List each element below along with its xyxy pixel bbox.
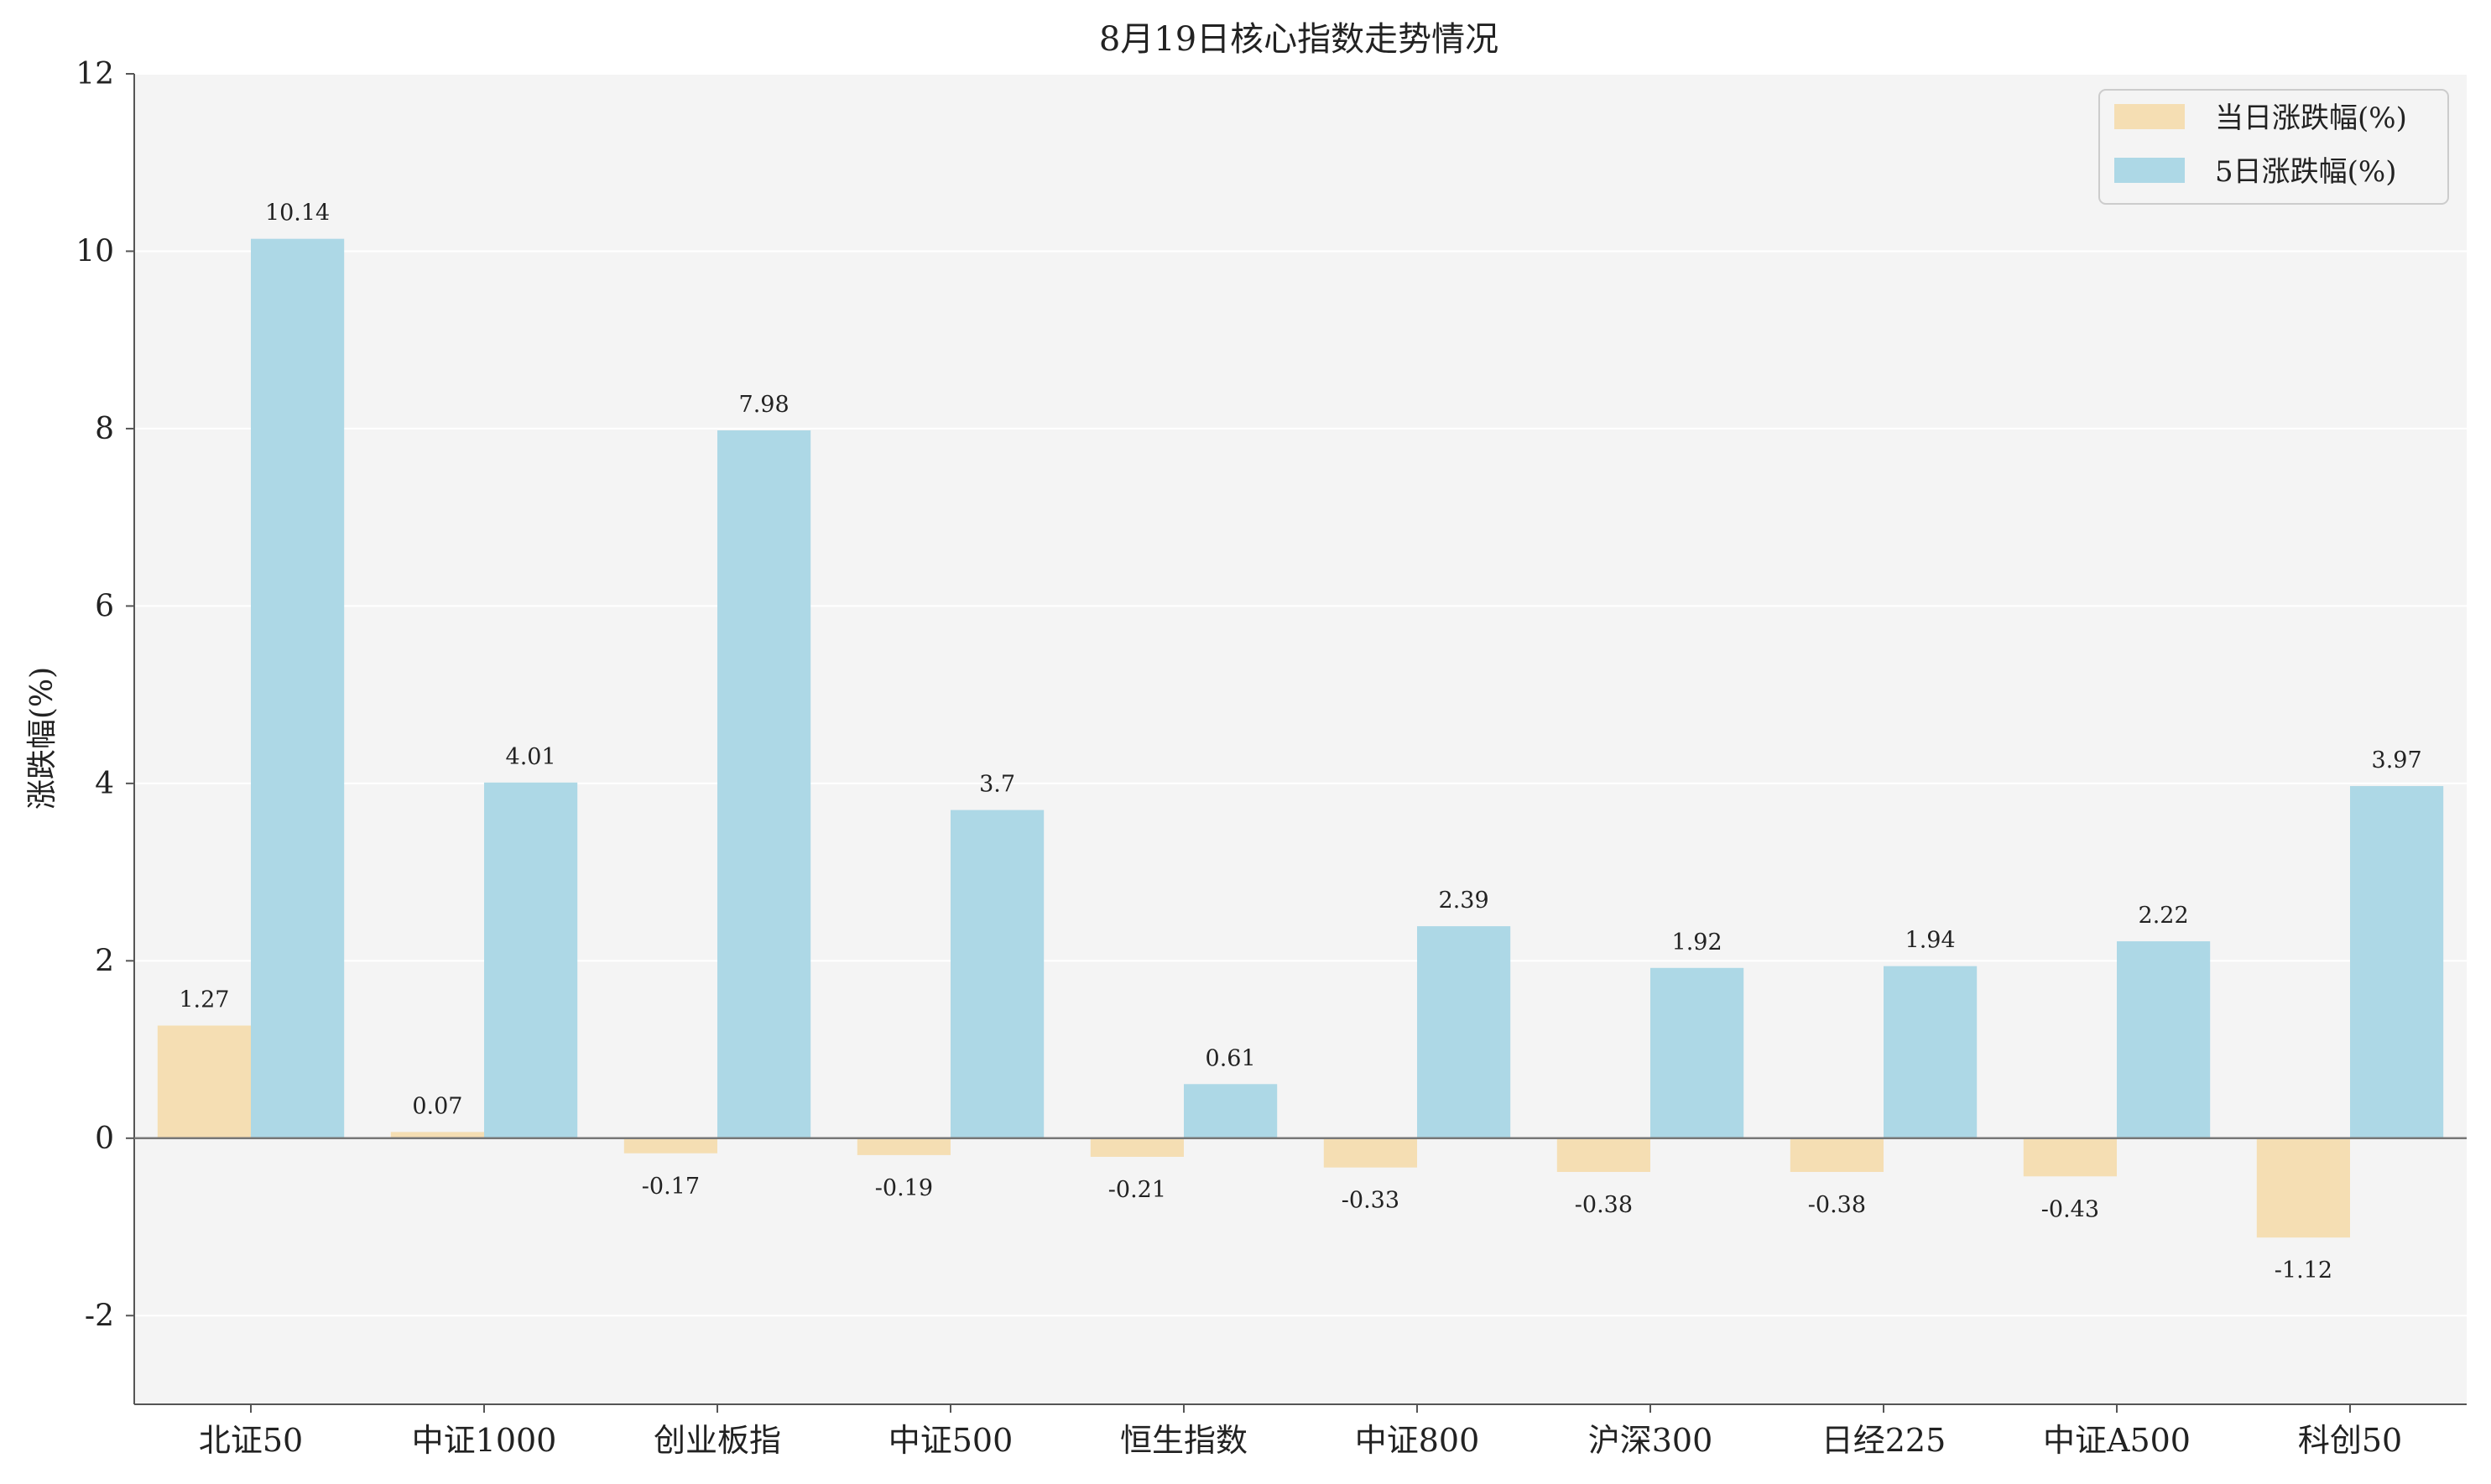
y-tick-label: 6 xyxy=(95,589,114,623)
data-label: 0.07 xyxy=(412,1093,462,1119)
data-label: -0.21 xyxy=(1108,1177,1166,1203)
bar-daily xyxy=(1323,1138,1417,1168)
x-tick-label: 沪深300 xyxy=(1588,1422,1713,1459)
bar-daily xyxy=(390,1132,484,1138)
data-label: -1.12 xyxy=(2275,1257,2332,1284)
bar-5day xyxy=(1650,967,1744,1138)
y-tick-label: 0 xyxy=(95,1122,114,1156)
plot-background xyxy=(134,74,2467,1404)
legend: 当日涨跌幅(%) 5日涨跌幅(%) xyxy=(2098,89,2449,205)
data-label: -0.38 xyxy=(1575,1192,1633,1218)
y-axis-label: 涨跌幅(%) xyxy=(25,667,60,810)
legend-label-daily: 当日涨跌幅(%) xyxy=(2215,102,2407,135)
x-tick-label: 中证1000 xyxy=(412,1422,557,1459)
x-tick-label: 中证500 xyxy=(889,1422,1014,1459)
x-tick-label: 中证800 xyxy=(1355,1422,1480,1459)
bar-daily xyxy=(157,1025,251,1138)
x-ticks: 北证50 中证1000 创业板指 中证500 恒生指数 中证800 沪深300 日经225 中证… xyxy=(199,1404,2402,1459)
legend-label-5day: 5日涨跌幅(%) xyxy=(2215,155,2396,189)
bar-5day xyxy=(251,238,345,1138)
bar-5day xyxy=(717,430,811,1138)
x-tick-label: 日经225 xyxy=(1821,1422,1946,1459)
data-label: 3.7 xyxy=(979,772,1015,798)
bar-daily xyxy=(1556,1138,1650,1172)
data-label: 4.01 xyxy=(506,744,556,770)
data-label: -0.43 xyxy=(2041,1196,2099,1222)
data-label: -0.38 xyxy=(1808,1192,1866,1218)
legend-swatch-5day xyxy=(2114,158,2185,183)
legend-swatch-daily xyxy=(2114,104,2185,129)
data-label: 0.61 xyxy=(1206,1045,1256,1071)
bar-5day xyxy=(1884,966,1978,1138)
y-tick-label: 8 xyxy=(95,412,114,446)
bar-5day xyxy=(2117,941,2211,1138)
bar-daily xyxy=(1790,1138,1884,1172)
bar-5day xyxy=(1184,1084,1278,1138)
data-label: 7.98 xyxy=(739,392,790,418)
axes xyxy=(133,74,2467,1405)
bar-daily xyxy=(623,1138,717,1153)
x-tick-label: 恒生指数 xyxy=(1120,1422,1248,1459)
bar-5day xyxy=(951,810,1045,1138)
data-label: 2.39 xyxy=(1439,888,1489,914)
data-label: -0.17 xyxy=(642,1174,700,1200)
bar-daily xyxy=(857,1138,951,1155)
data-label: -0.33 xyxy=(1342,1188,1399,1214)
y-tick-label: 10 xyxy=(76,234,114,268)
bar-5day xyxy=(2350,786,2444,1138)
bar-daily xyxy=(2256,1138,2350,1238)
data-label: 2.22 xyxy=(2139,903,2189,929)
bar-5day xyxy=(484,782,578,1138)
data-label: 1.27 xyxy=(179,987,229,1013)
x-tick-label: 科创50 xyxy=(2298,1422,2402,1459)
y-ticks: -2 0 2 4 6 8 10 12 xyxy=(76,57,134,1333)
y-tick-label: 12 xyxy=(76,57,114,91)
x-tick-label: 北证50 xyxy=(199,1422,303,1459)
bar-5day xyxy=(1417,926,1511,1138)
data-labels: 1.27 0.07 -0.17 -0.19 -0.21 -0.33 -0.38 -0.38 -0… xyxy=(179,200,2421,1284)
bar-daily xyxy=(1090,1138,1184,1158)
y-tick-label: -2 xyxy=(85,1299,114,1333)
data-label: 3.97 xyxy=(2372,747,2422,773)
y-tick-label: 2 xyxy=(95,944,114,978)
data-label: 10.14 xyxy=(265,200,330,227)
y-tick-label: 4 xyxy=(95,767,114,801)
data-label: -0.19 xyxy=(875,1175,933,1201)
bars xyxy=(157,238,2444,1238)
x-tick-label: 中证A500 xyxy=(2043,1422,2191,1459)
data-label: 1.92 xyxy=(1672,929,1722,955)
bar-daily xyxy=(2023,1138,2117,1177)
data-label: 1.94 xyxy=(1905,928,1956,954)
chart-title: 8月19日核心指数走势情况 xyxy=(1099,20,1498,59)
legend-box xyxy=(2098,89,2449,205)
x-tick-label: 创业板指 xyxy=(654,1422,781,1459)
